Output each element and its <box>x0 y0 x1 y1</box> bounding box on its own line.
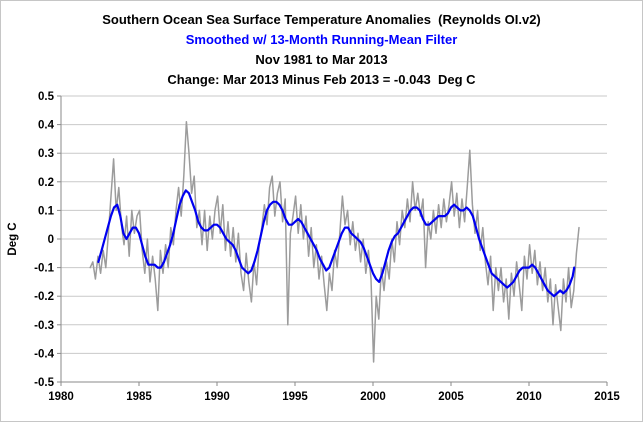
chart-subtitle: Smoothed w/ 13-Month Running-Mean Filter <box>185 32 458 47</box>
y-tick-label: 0.1 <box>38 205 55 217</box>
x-tick-label: 1985 <box>126 391 152 403</box>
x-tick-label: 1990 <box>204 391 230 403</box>
x-tick-label: 2005 <box>438 391 464 403</box>
y-tick-label: 0.5 <box>38 91 55 103</box>
y-tick-label: 0.4 <box>38 120 55 132</box>
y-tick-label: -0.5 <box>34 377 54 389</box>
x-tick-label: 1995 <box>282 391 308 403</box>
y-tick-label: 0 <box>48 234 54 246</box>
y-tick-label: 0.3 <box>38 148 54 160</box>
y-tick-label: -0.4 <box>34 348 54 360</box>
chart-title-block: Southern Ocean Sea Surface Temperature A… <box>1 1 642 90</box>
x-tick-label: 2000 <box>360 391 386 403</box>
y-tick-label: -0.1 <box>34 263 54 275</box>
series-monthly-anomalies <box>89 120 580 363</box>
y-tick-label: -0.3 <box>34 320 54 332</box>
x-tick-label: 2010 <box>516 391 542 403</box>
y-tick-label: 0.2 <box>38 177 54 189</box>
y-tick-label: -0.2 <box>34 291 54 303</box>
x-tick-label: 1980 <box>48 391 74 403</box>
chart-change-note: Change: Mar 2013 Minus Feb 2013 = -0.043… <box>167 72 476 87</box>
chart-area: 0.5 0.4 0.3 0.2 0.1 0 -0.1 -0.2 -0.3 -0.4 -0.5 1980… <box>1 90 642 421</box>
chart-title: Southern Ocean Sea Surface Temperature A… <box>102 12 541 27</box>
series-13-month-running-mean <box>97 189 576 298</box>
chart-svg: 0.5 0.4 0.3 0.2 0.1 0 -0.1 -0.2 -0.3 -0.4 -0.5 1980… <box>7 91 620 403</box>
x-tick-label: 2015 <box>594 391 620 403</box>
y-axis-title: Deg C <box>7 222 19 255</box>
chart-period: Nov 1981 to Mar 2013 <box>255 52 388 67</box>
